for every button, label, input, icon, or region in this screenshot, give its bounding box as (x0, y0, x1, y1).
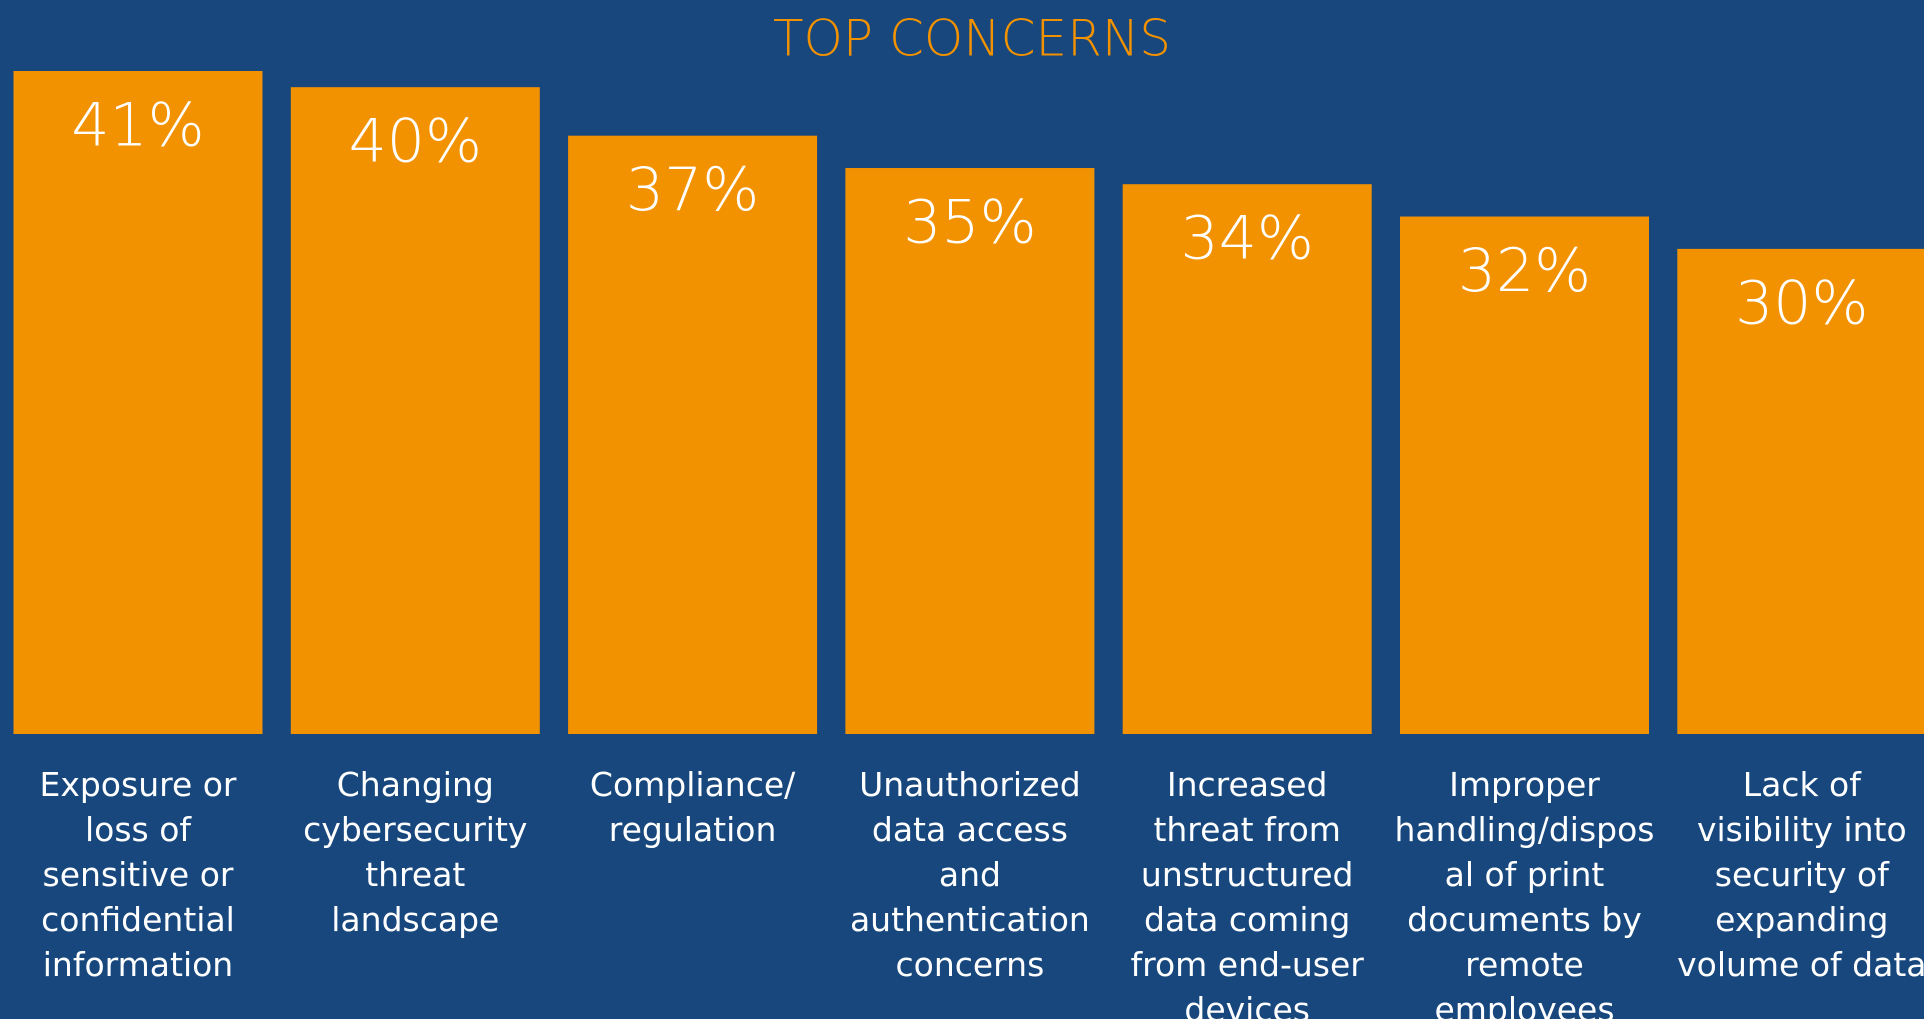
bar (568, 135, 818, 734)
category-label: Lack of visibility into security of expa… (1677, 765, 1924, 984)
bar (13, 71, 263, 734)
bar (845, 168, 1095, 734)
category-label: Exposure or loss of sensitive or confide… (39, 765, 237, 984)
bar (1400, 216, 1649, 734)
bar (290, 87, 540, 735)
chart-title: TOP CONCERNS (773, 10, 1171, 68)
value-label: 30% (1735, 268, 1868, 338)
value-label: 34% (1181, 204, 1314, 274)
value-label: 40% (349, 107, 482, 177)
value-label: 37% (626, 155, 759, 225)
value-label: 35% (903, 188, 1036, 258)
category-label: Compliance/ regulation (589, 765, 796, 849)
value-label: 32% (1458, 236, 1591, 306)
category-label: Increased threat from unstructured data … (1130, 765, 1364, 1019)
bar (1677, 248, 1924, 734)
bar (1122, 184, 1372, 734)
category-label: Changing cybersecurity threat landscape (303, 765, 528, 939)
category-label: Improper handling/disposal of print docu… (1394, 765, 1655, 1019)
category-label: Unauthorized data access and authenticat… (849, 765, 1090, 984)
value-label: 41% (71, 91, 204, 161)
